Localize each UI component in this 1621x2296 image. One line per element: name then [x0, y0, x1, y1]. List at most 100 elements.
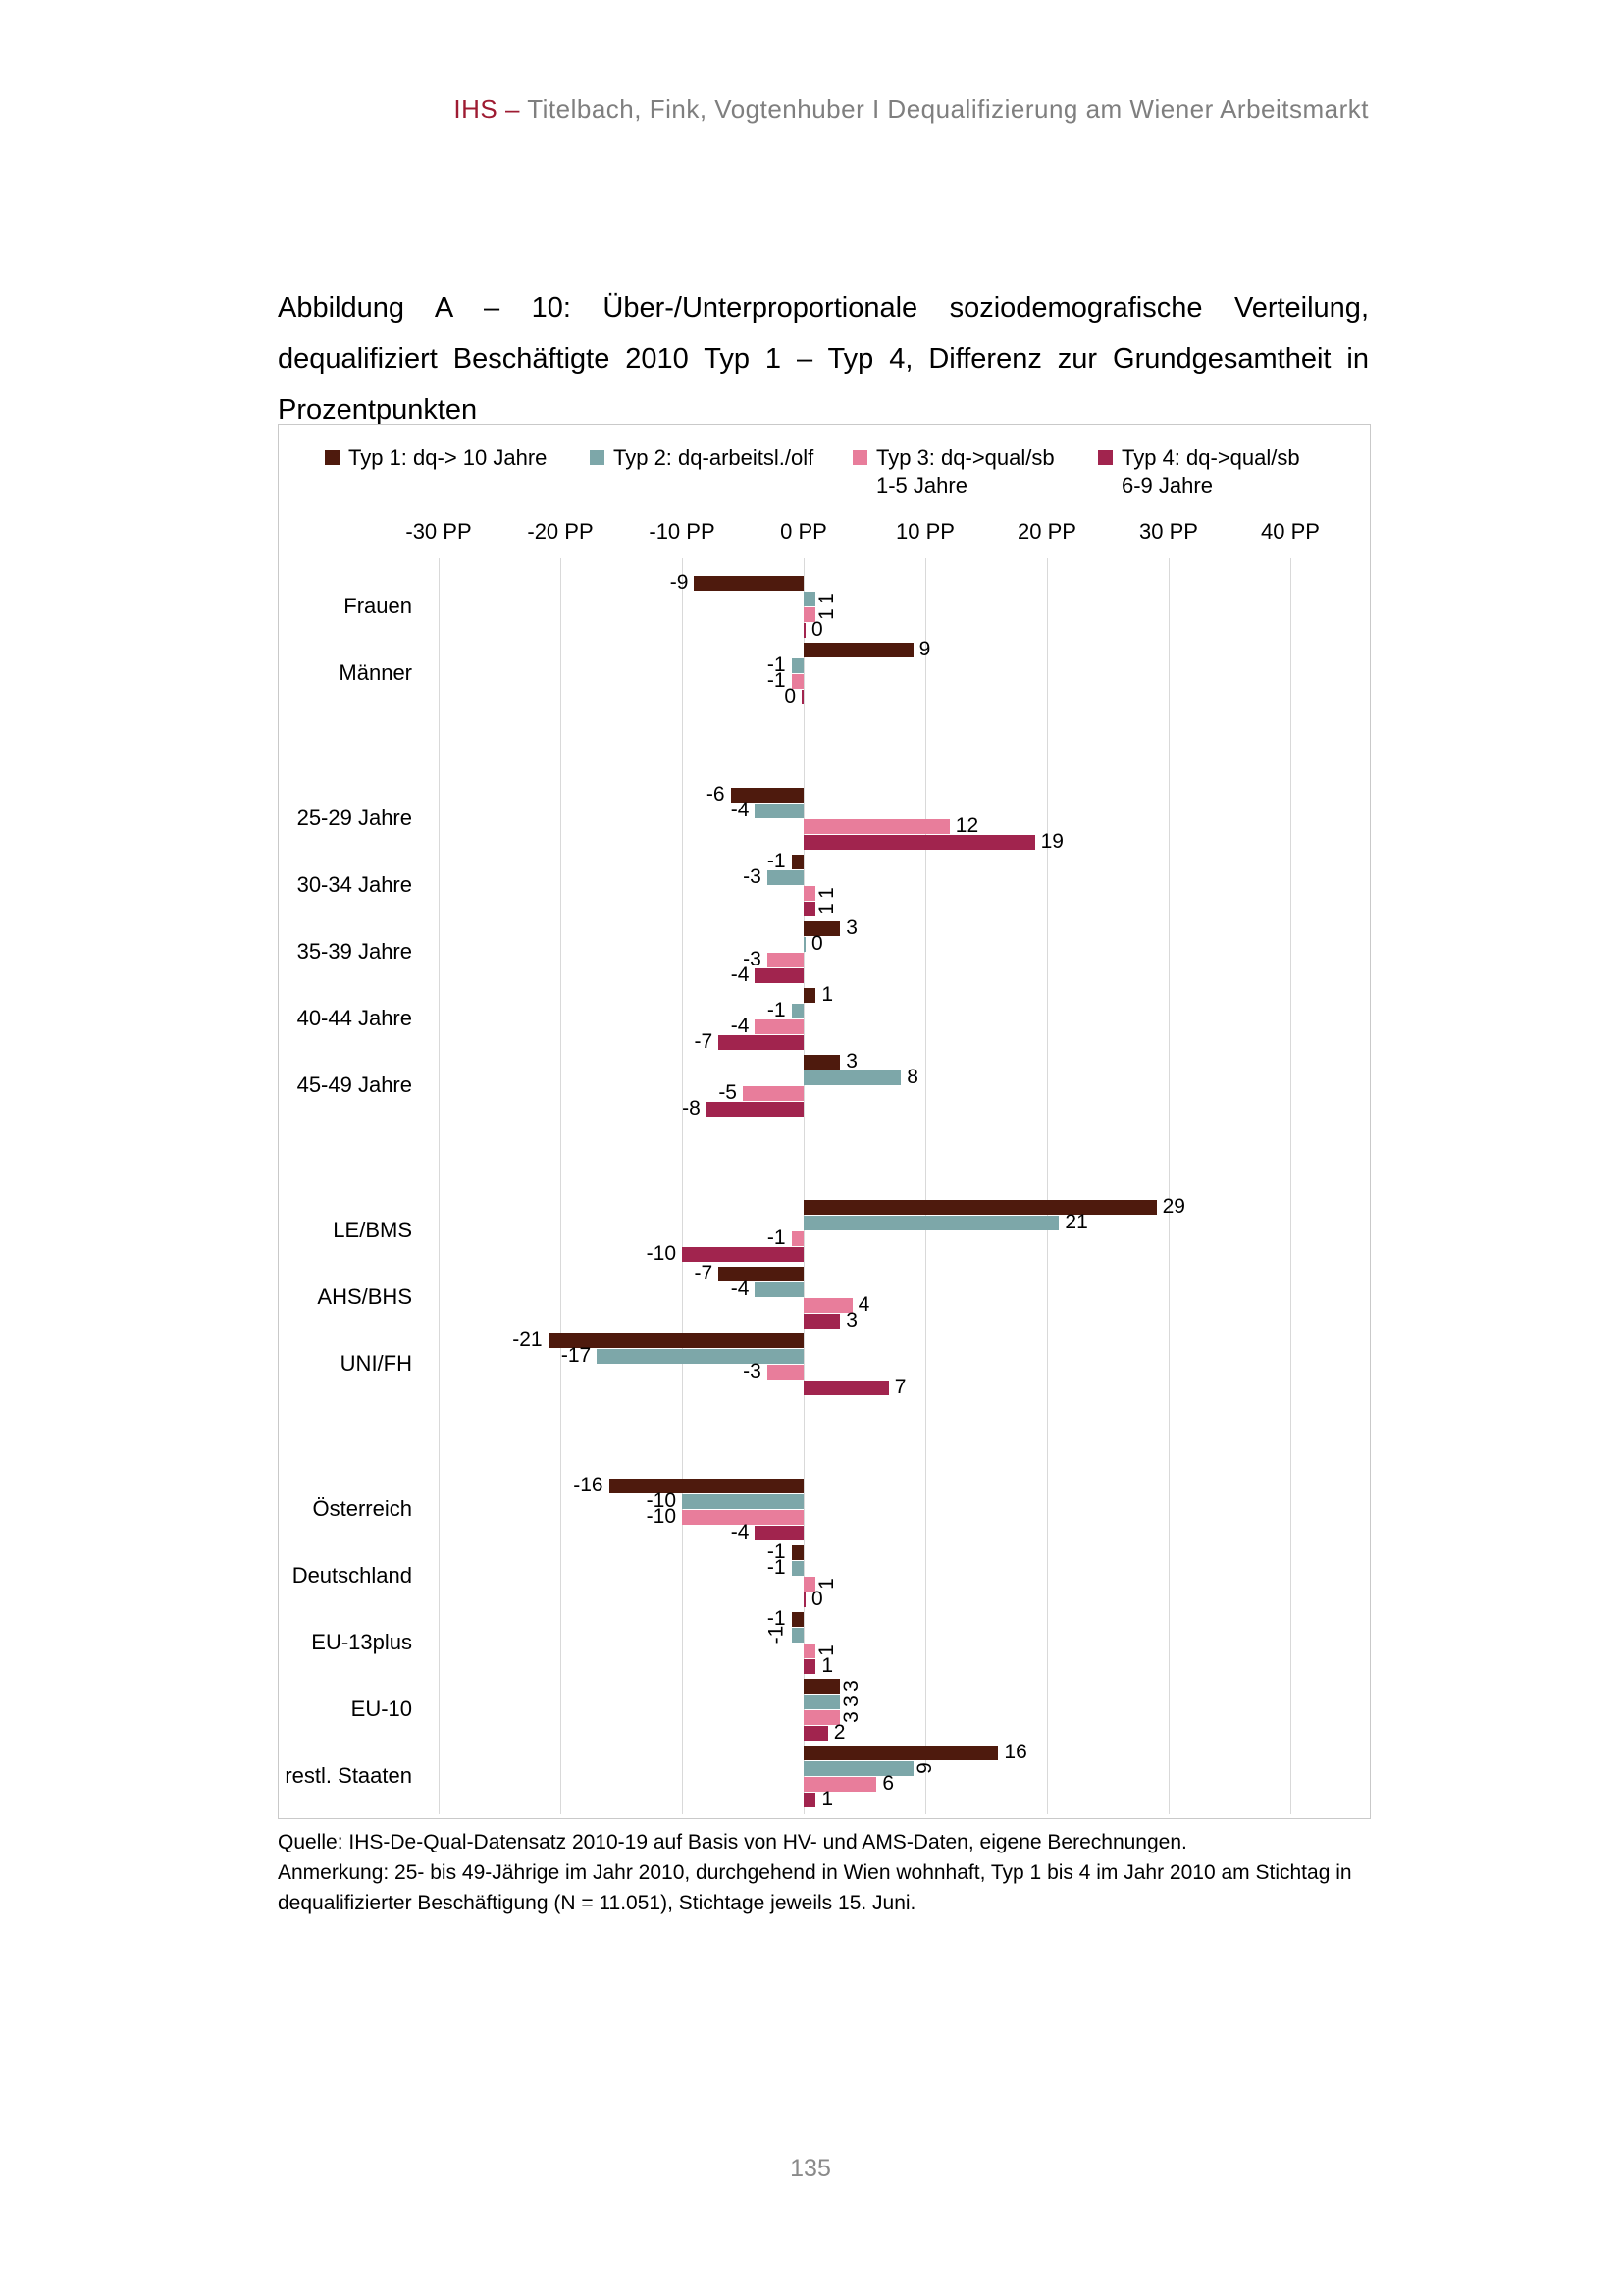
bar-value-label: 1	[815, 592, 839, 604]
group-gap	[279, 1397, 1370, 1476]
bar-value-label: 1	[821, 1787, 834, 1810]
bar-typ2	[597, 1348, 804, 1364]
bar-value-label: -9	[669, 570, 689, 594]
gridline	[559, 558, 561, 1814]
bar-value-label: 8	[907, 1065, 918, 1088]
bar-typ1	[804, 1199, 1157, 1215]
category-label: Frauen	[343, 594, 412, 618]
bar-typ1	[804, 642, 914, 657]
footnotes: Quelle: IHS-De-Qual-Datensatz 2010-19 au…	[278, 1827, 1369, 1918]
category-label: Deutschland	[291, 1563, 412, 1588]
annotation-note: Anmerkung: 25- bis 49-Jährige im Jahr 20…	[278, 1861, 1352, 1914]
axis-tick-label: 20 PP	[1018, 519, 1076, 544]
category-row: Österreich -16 -10 -10 -4	[279, 1474, 1370, 1543]
bar-typ2	[804, 1070, 902, 1085]
bar-value-label: 3	[846, 915, 858, 939]
bar-typ4	[804, 901, 816, 916]
bar-value-label: -10	[646, 1504, 676, 1528]
bar-value-label: -4	[730, 1520, 750, 1543]
axis-tick-label: 10 PP	[896, 519, 955, 544]
chart-frame: Typ 1: dq-> 10 Jahre Typ 2: dq-arbeitsl./…	[278, 424, 1371, 1819]
bar-value-label: -21	[512, 1328, 543, 1351]
bar-typ3	[791, 673, 804, 689]
bar-typ4	[802, 689, 804, 704]
bar-typ4	[755, 967, 804, 983]
bar-typ3	[743, 1085, 804, 1101]
group-gap	[279, 706, 1370, 785]
bar-typ3	[804, 885, 816, 901]
category-row: Deutschland -1 -1 1 0	[279, 1539, 1370, 1610]
legend-label: Typ 4: dq->qual/sb 6-9 Jahre	[1122, 445, 1300, 497]
bar-typ4	[804, 1658, 816, 1674]
category-label: 40-44 Jahre	[296, 1006, 412, 1030]
bar-value-label: 19	[1040, 829, 1064, 853]
category-label: LE/BMS	[333, 1218, 412, 1242]
bar-typ4	[804, 622, 806, 638]
bar-value-label: -1	[766, 1226, 786, 1249]
bar-value-label: 1	[815, 886, 839, 899]
legend-label: Typ 1: dq-> 10 Jahre	[348, 445, 548, 470]
gridline	[1046, 558, 1048, 1814]
bar-value-label: -4	[730, 963, 750, 986]
legend-swatch-icon	[853, 450, 867, 465]
axis-tick-label: -10 PP	[649, 519, 715, 544]
category-label: Männer	[339, 660, 412, 685]
legend-label: Typ 3: dq->qual/sb 1-5 Jahre	[876, 445, 1055, 497]
category-label: EU-10	[350, 1696, 412, 1721]
bar-value-label: 9	[913, 1761, 936, 1774]
bar-value-label: -1	[766, 668, 786, 692]
page-number: 135	[790, 2155, 831, 2182]
category-row: UNI/FH -21 -17 -3 7	[279, 1328, 1370, 1397]
legend-item-typ4: Typ 4: dq->qual/sb 6-9 Jahre	[1098, 444, 1300, 499]
category-row: 40-44 Jahre 1 -1 -4 -7	[279, 983, 1370, 1052]
bar-typ1	[804, 1054, 841, 1070]
legend-item-typ2: Typ 2: dq-arbeitsl./olf	[590, 444, 813, 472]
bar-typ3	[766, 1364, 804, 1380]
bar-value-label: -1	[766, 1555, 786, 1579]
bar-value-label: 0	[811, 617, 823, 641]
bar-typ4	[755, 1525, 804, 1540]
bar-typ4	[804, 1380, 889, 1395]
bar-typ2	[791, 657, 804, 673]
category-row: Männer 9 -1 -1 0	[279, 638, 1370, 706]
bar-value-label: -1	[766, 1539, 786, 1563]
bar-value-label: -8	[682, 1096, 701, 1120]
chart-rows: Frauen -9 1 1 0 Männer 9 -1 -1 0 25-29 Jahre -6 -4 12…	[279, 558, 1370, 1814]
bar-typ3	[804, 1643, 816, 1658]
bar-typ4	[804, 834, 1035, 850]
bar-value-label: 1	[821, 1653, 834, 1677]
bar-typ1	[804, 1678, 841, 1694]
category-row: Frauen -9 1 1 0	[279, 570, 1370, 641]
bar-value-label: 0	[811, 1587, 823, 1610]
ihs-brand: IHS –	[453, 94, 520, 124]
bar-value-label: 21	[1065, 1210, 1088, 1233]
bar-value-label: 0	[811, 931, 823, 955]
category-row: 35-39 Jahre 3 0 -3 -4	[279, 915, 1370, 986]
category-row: 30-34 Jahre -1 -3 1 1	[279, 850, 1370, 918]
bar-typ3	[804, 1709, 841, 1725]
bar-typ2	[804, 1215, 1060, 1230]
gridline	[438, 558, 440, 1814]
bar-typ2	[804, 936, 806, 952]
bar-typ1	[804, 920, 841, 936]
bar-typ1	[718, 1266, 804, 1281]
bar-value-label: 2	[833, 1720, 846, 1744]
header-separator: –	[505, 94, 520, 124]
category-label: 25-29 Jahre	[296, 806, 412, 830]
axis-tick-label: 40 PP	[1261, 519, 1320, 544]
bar-typ3	[804, 1776, 877, 1792]
bar-typ3	[804, 1297, 853, 1313]
bar-typ4	[682, 1246, 804, 1262]
bar-value-label: -4	[730, 798, 750, 821]
bar-typ3	[804, 1576, 816, 1592]
bar-value-label: 1	[815, 902, 839, 914]
bar-typ4	[804, 1792, 816, 1807]
legend-swatch-icon	[1098, 450, 1113, 465]
bar-typ4	[804, 1592, 806, 1607]
axis-tick-label: 0 PP	[780, 519, 827, 544]
bar-typ4	[718, 1034, 804, 1050]
bar-value-label: -17	[560, 1343, 592, 1367]
bar-value-label: -10	[646, 1241, 676, 1265]
bar-value-label: -3	[743, 1359, 761, 1383]
